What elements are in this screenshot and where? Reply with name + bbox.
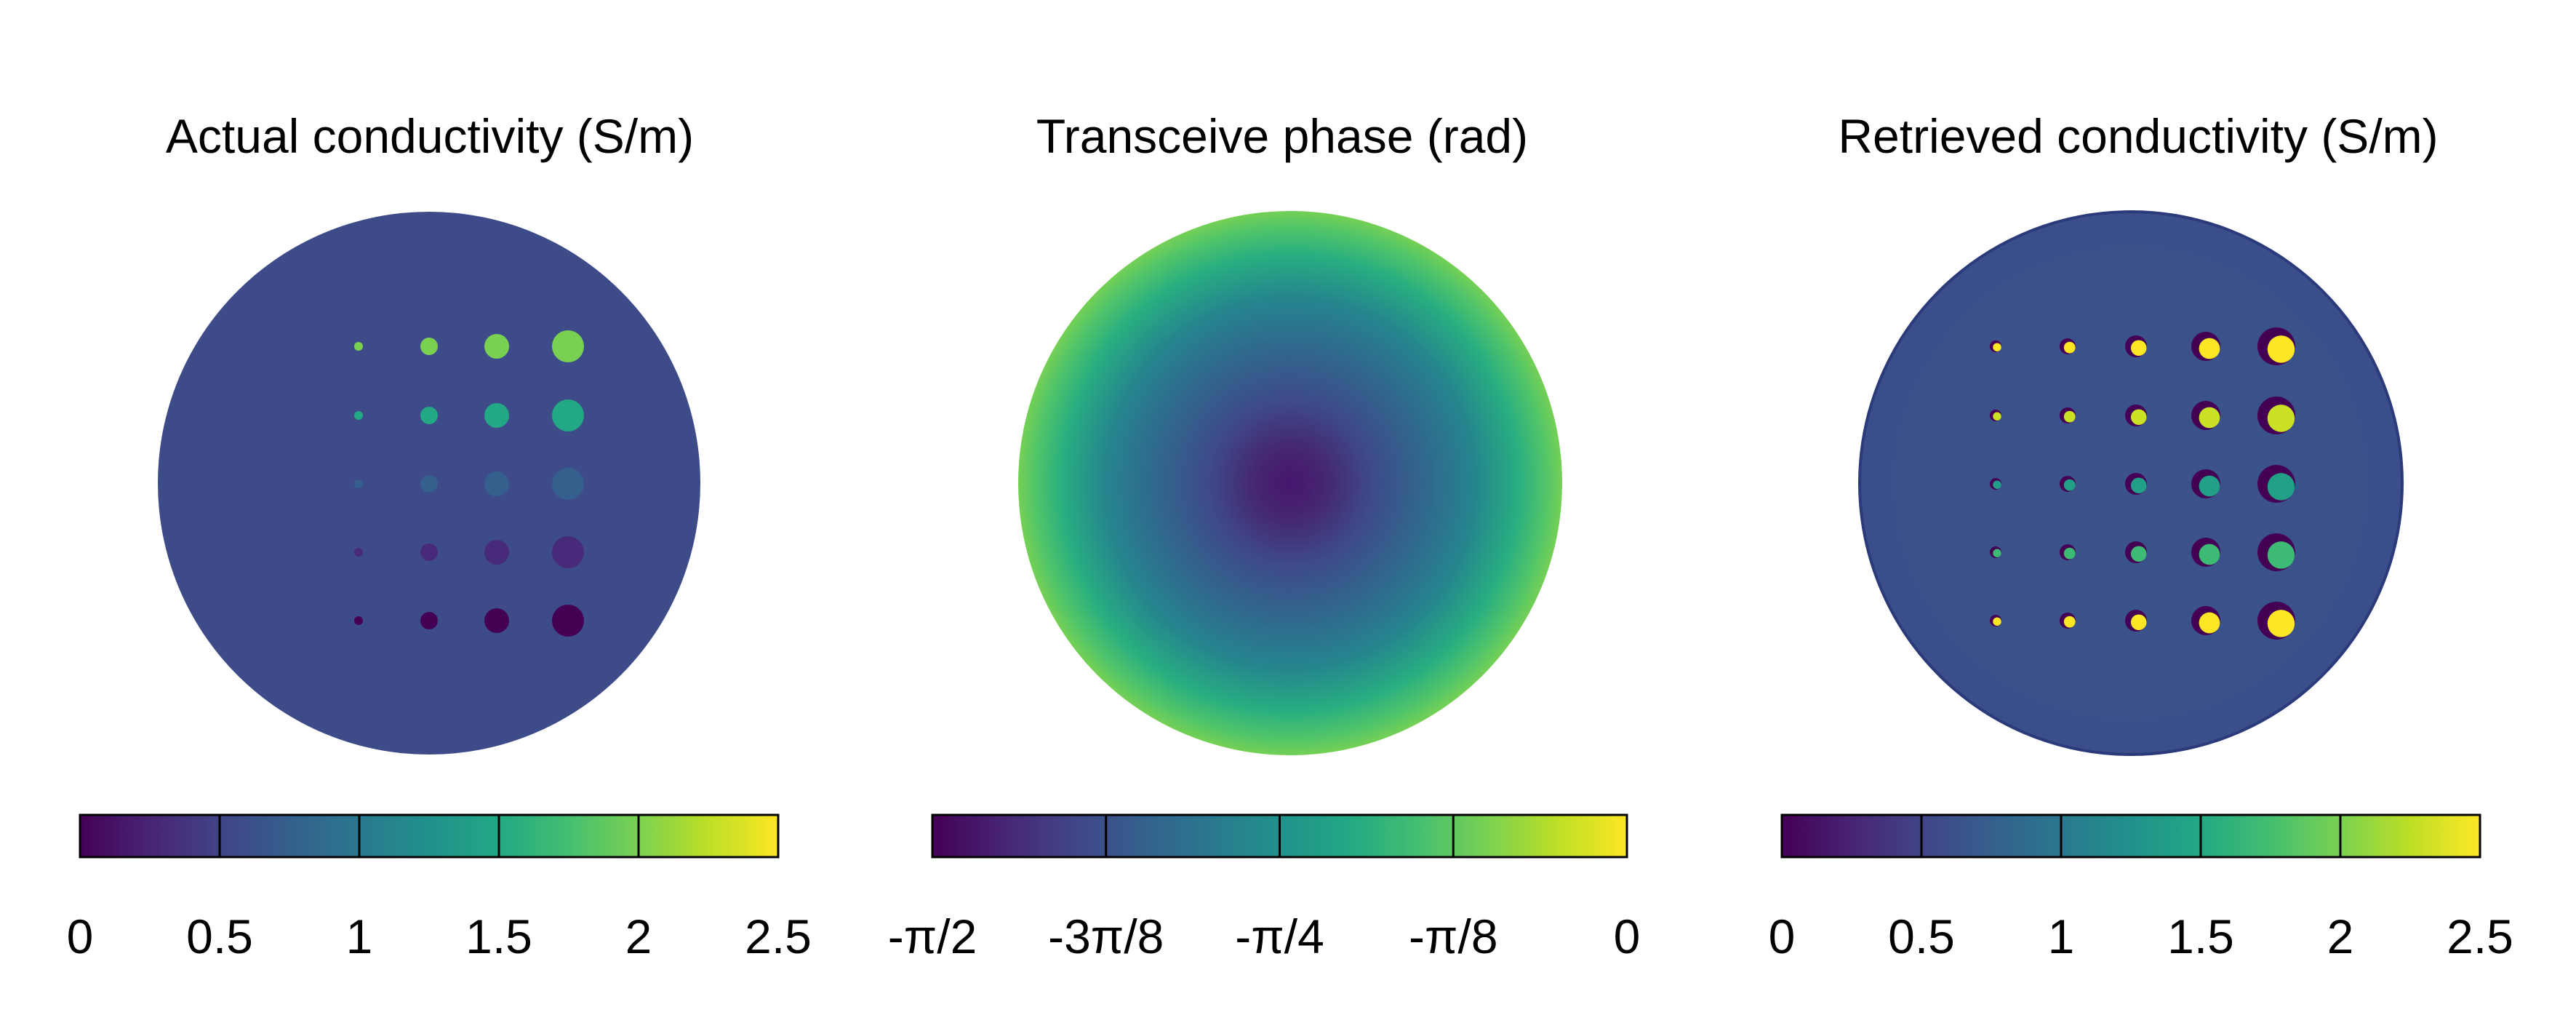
- inclusion-bright-part: [2199, 612, 2220, 634]
- inclusion-grid: [354, 330, 584, 637]
- inclusion-bright-part: [2063, 341, 2076, 354]
- colorbar-tick-labels: 0 0.5 1 1.5 2 2.5: [67, 909, 812, 963]
- inclusion-grid: [1990, 327, 2295, 640]
- colorbar-tick-label: 2: [625, 909, 652, 963]
- colorbar-tick-label: 0.5: [1888, 909, 1955, 963]
- inclusion-bright-part: [2199, 338, 2220, 359]
- inclusion: [420, 544, 438, 561]
- panel-title: Transceive phase (rad): [1036, 109, 1528, 163]
- inclusion: [354, 548, 363, 557]
- inclusion-bright-part: [1993, 617, 2001, 626]
- colorbar-tick-label: -3π/8: [1048, 909, 1164, 963]
- colorbar-tick-label: 1.5: [465, 909, 532, 963]
- inclusion: [420, 407, 438, 424]
- colorbar-tick-label: 1: [346, 909, 373, 963]
- inclusion: [420, 612, 438, 629]
- inclusion: [354, 479, 363, 488]
- inclusion-bright-part: [2267, 335, 2295, 363]
- retrieved-conductivity-panel: Retrieved conductivity (S/m) 0 0.5 1 1.5 2 2.…: [1769, 109, 2513, 963]
- inclusion: [484, 608, 509, 633]
- colorbar: [79, 813, 780, 859]
- inclusion-bright-part: [1993, 343, 2001, 351]
- colorbar-tick-label: -π/4: [1235, 909, 1324, 963]
- inclusion-bright-part: [2267, 405, 2295, 432]
- inclusion: [552, 536, 584, 568]
- inclusion: [354, 616, 363, 625]
- inclusion: [552, 605, 584, 637]
- inclusion-bright-part: [2130, 477, 2147, 494]
- phase-disk: [1018, 211, 1562, 755]
- inclusion-bright-part: [1993, 412, 2001, 421]
- colorbar-tick-labels: -π/2 -3π/8 -π/4 -π/8 0: [888, 909, 1641, 963]
- colorbar-tick-label: 2.5: [2447, 909, 2513, 963]
- inclusion-bright-part: [2130, 546, 2147, 562]
- inclusion-bright-part: [2063, 547, 2076, 560]
- colorbar-ticks: [1105, 815, 1455, 857]
- inclusion-bright-part: [2267, 610, 2295, 637]
- panel-title: Actual conductivity (S/m): [166, 109, 694, 163]
- colorbar: [1780, 813, 2481, 859]
- inclusion: [484, 334, 509, 359]
- inclusion-bright-part: [1993, 549, 2001, 557]
- panel-title: Retrieved conductivity (S/m): [1838, 109, 2438, 163]
- inclusion: [552, 468, 584, 500]
- inclusion-bright-part: [2063, 410, 2076, 423]
- inclusion-bright-part: [2267, 541, 2295, 569]
- colorbar-tick-label: 2.5: [745, 909, 812, 963]
- colorbar-tick-label: 0: [67, 909, 94, 963]
- colorbar-tick-label: -π/2: [888, 909, 977, 963]
- inclusion: [484, 471, 509, 496]
- transceive-phase-panel: Transceive phase (rad) -π/2 -3π/8 -π/4 -π/8…: [888, 109, 1641, 963]
- inclusion: [484, 540, 509, 565]
- inclusion: [354, 411, 363, 420]
- colorbar-tick-label: 2: [2327, 909, 2354, 963]
- inclusion-bright-part: [2267, 473, 2295, 501]
- colorbar-tick-label: 0.5: [186, 909, 253, 963]
- colorbar-tick-label: 0: [1614, 909, 1641, 963]
- inclusion: [354, 342, 363, 351]
- colorbar-tick-labels: 0 0.5 1 1.5 2 2.5: [1769, 909, 2513, 963]
- inclusion: [420, 338, 438, 355]
- inclusion-bright-part: [1993, 480, 2001, 489]
- inclusion-bright-part: [2130, 409, 2147, 426]
- inclusion-bright-part: [2130, 340, 2147, 357]
- inclusion: [420, 475, 438, 493]
- inclusion-bright-part: [2199, 475, 2220, 497]
- inclusion: [484, 403, 509, 428]
- colorbar-ticks: [1920, 815, 2342, 857]
- colorbar-tick-label: 1.5: [2167, 909, 2234, 963]
- actual-conductivity-panel: Actual conductivity (S/m) 0 0.5 1 1.5 2 2.5: [67, 109, 812, 963]
- colorbar-tick-label: 1: [2048, 909, 2075, 963]
- inclusion-bright-part: [2199, 407, 2220, 429]
- inclusion-bright-part: [2063, 479, 2076, 491]
- colorbar-tick-label: 0: [1769, 909, 1796, 963]
- colorbar-tick-label: -π/8: [1409, 909, 1498, 963]
- colorbar-ticks: [218, 815, 640, 857]
- inclusion: [552, 399, 584, 431]
- inclusion-bright-part: [2063, 616, 2076, 628]
- inclusion: [552, 330, 584, 362]
- inclusion-bright-part: [2130, 614, 2147, 631]
- inclusion-bright-part: [2199, 544, 2220, 565]
